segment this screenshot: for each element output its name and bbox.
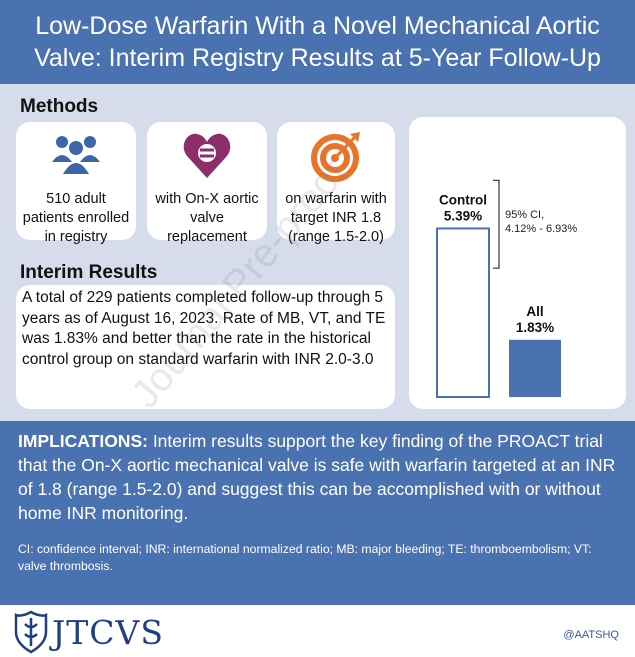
method-card-inr-target: on warfarin with target INR 1.8 (range 1… — [277, 122, 395, 245]
bar-value-all: 1.83% — [516, 320, 554, 335]
implications-label: IMPLICATIONS: — [18, 431, 148, 451]
methods-heading: Methods — [20, 96, 99, 117]
footer: JTCVS @AATSHQ — [0, 605, 635, 657]
results-heading: Interim Results — [20, 262, 158, 283]
ci-range-label: 4.12% - 6.93% — [505, 223, 577, 235]
method-card-text: on warfarin with target INR 1.8 (range 1… — [285, 191, 387, 245]
implications-body: Interim results support the key finding … — [18, 431, 616, 523]
method-card-enrollment: 510 adult patients enrolled in registry — [16, 122, 136, 245]
ci-bracket — [493, 179, 500, 269]
method-card-text: with On-X aortic valve replacement — [155, 191, 259, 245]
results-text: A total of 229 patients completed follow… — [16, 285, 395, 409]
bar-all — [509, 339, 561, 397]
social-handle: @AATSHQ — [563, 629, 619, 641]
aats-shield-icon — [14, 610, 48, 654]
bar-label-control: Control — [439, 192, 487, 207]
bar-label-all: All — [526, 304, 543, 319]
ci-label: 95% CI, — [505, 209, 544, 221]
abbreviations-footnote: CI: confidence interval; INR: internatio… — [18, 542, 592, 573]
bar-control — [436, 227, 490, 398]
journal-logo-text: JTCVS — [52, 613, 164, 652]
people-icon — [52, 136, 100, 174]
results-chart: Control 5.39% All 1.83% 95% CI, 4.12% - 6.93% — [409, 117, 626, 409]
page-title: Low-Dose Warfarin With a Novel Mechanica… — [0, 0, 635, 84]
bar-value-control: 5.39% — [444, 208, 482, 223]
heart-valve-icon — [183, 133, 231, 178]
implications-section: IMPLICATIONS: Interim results support th… — [0, 421, 635, 605]
target-icon — [311, 132, 360, 182]
method-card-valve: with On-X aortic valve replacement — [147, 122, 267, 245]
method-card-text: 510 adult patients enrolled in registry — [22, 191, 130, 245]
implications-text: IMPLICATIONS: Interim results support th… — [18, 429, 617, 525]
